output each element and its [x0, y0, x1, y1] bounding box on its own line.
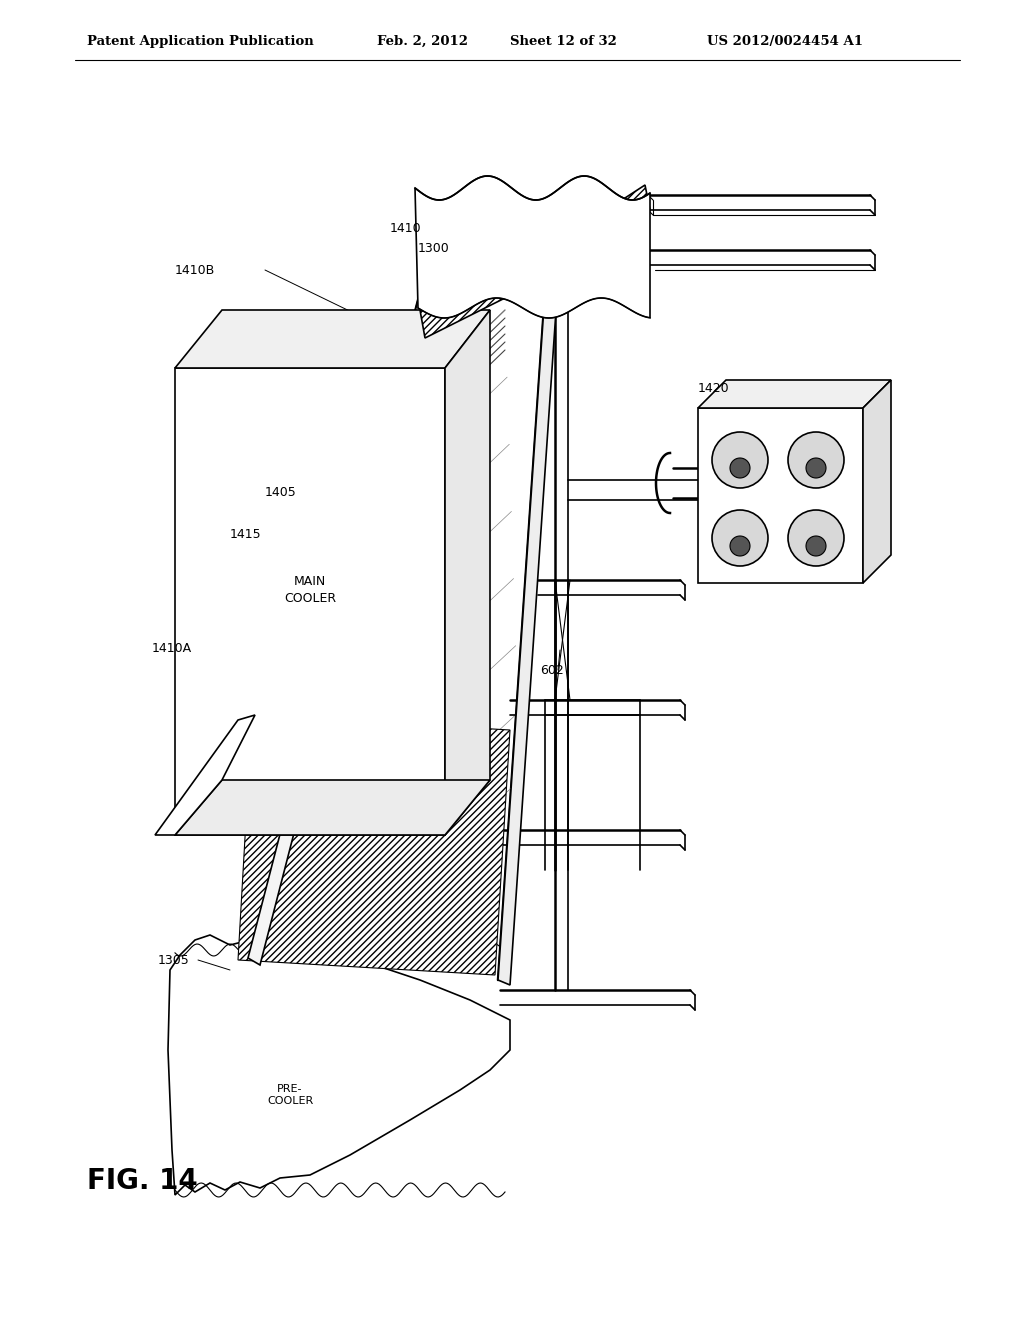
Polygon shape — [698, 380, 891, 408]
Polygon shape — [175, 780, 490, 836]
Text: 602: 602 — [540, 664, 564, 676]
Text: 1415: 1415 — [230, 528, 261, 541]
Polygon shape — [498, 248, 560, 985]
Text: FIG. 14: FIG. 14 — [87, 1167, 198, 1196]
Text: 1305: 1305 — [158, 953, 189, 966]
Polygon shape — [175, 368, 445, 836]
Text: 1410A: 1410A — [152, 642, 193, 655]
Text: PRE-
COOLER: PRE- COOLER — [267, 1084, 313, 1106]
Text: Feb. 2, 2012: Feb. 2, 2012 — [377, 36, 468, 49]
Polygon shape — [698, 408, 863, 583]
Polygon shape — [168, 935, 510, 1195]
Polygon shape — [175, 310, 490, 368]
Text: 1405: 1405 — [265, 486, 297, 499]
Circle shape — [730, 536, 750, 556]
Text: 1300: 1300 — [418, 242, 450, 255]
Polygon shape — [445, 310, 490, 836]
Circle shape — [806, 458, 826, 478]
Polygon shape — [238, 715, 510, 975]
Polygon shape — [248, 215, 452, 965]
Circle shape — [788, 432, 844, 488]
Polygon shape — [155, 715, 255, 836]
Circle shape — [712, 510, 768, 566]
Text: 1420: 1420 — [698, 381, 730, 395]
Polygon shape — [863, 380, 891, 583]
Circle shape — [730, 458, 750, 478]
Circle shape — [806, 536, 826, 556]
Polygon shape — [420, 185, 650, 338]
Circle shape — [788, 510, 844, 566]
Polygon shape — [415, 176, 650, 318]
Text: US 2012/0024454 A1: US 2012/0024454 A1 — [707, 36, 862, 49]
Text: MAIN
COOLER: MAIN COOLER — [284, 576, 336, 605]
Text: 1410: 1410 — [390, 222, 422, 235]
Circle shape — [712, 432, 768, 488]
Text: Sheet 12 of 32: Sheet 12 of 32 — [510, 36, 616, 49]
Text: 1410B: 1410B — [175, 264, 215, 276]
Text: Patent Application Publication: Patent Application Publication — [87, 36, 313, 49]
